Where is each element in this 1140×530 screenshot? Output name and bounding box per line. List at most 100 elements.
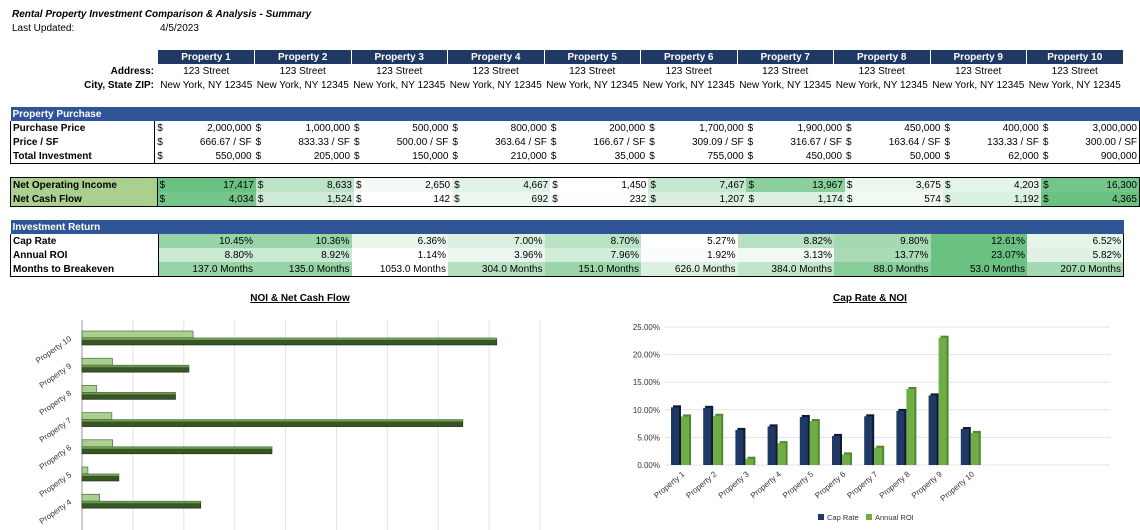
price-sf-value: 500.00 / SF — [396, 136, 449, 148]
purchase-price-value: 400,000 — [1002, 122, 1039, 134]
annual-roi-value: 1.14% — [351, 248, 448, 262]
cap-rate-label: Cap Rate — [10, 234, 159, 248]
annual-roi-value: 3.96% — [448, 248, 545, 262]
cap-rate-value: 5.27% — [641, 234, 738, 248]
roi-bar — [842, 454, 850, 465]
currency-symbol: $ — [255, 192, 270, 207]
category-label: Property 6 — [38, 443, 74, 472]
total-investment-value: 62,000 — [956, 149, 1041, 164]
annual-roi-value: 8.80% — [158, 248, 255, 262]
currency-symbol: $ — [452, 136, 458, 148]
total-investment-value: 450,000 — [759, 149, 845, 164]
property-address: 123 Street — [1051, 65, 1098, 77]
annual-roi-value: 13.77% — [834, 248, 931, 262]
category-label: Property 10 — [939, 469, 977, 503]
noi-bar — [81, 392, 176, 400]
property-address: 123 Street — [955, 65, 1002, 77]
months-breakeven-value: 304.0 Months — [448, 262, 545, 277]
purchase-price-value: 1,700,000 — [699, 122, 744, 134]
legend-swatch-cap-rate — [818, 514, 824, 520]
currency-symbol: $ — [452, 122, 458, 134]
property-city: New York, NY 12345 — [546, 79, 639, 91]
currency-symbol: $ — [747, 122, 754, 134]
ncf-bar — [81, 466, 89, 475]
category-label: Property 3 — [717, 469, 751, 500]
property-address: 123 Street — [858, 65, 905, 77]
total-investment-value: 210,000 — [464, 149, 549, 164]
y-tick-label: 0.00% — [637, 461, 660, 470]
property-name-header: Property 8 — [833, 50, 931, 64]
property-city: New York, NY 12345 — [256, 79, 349, 91]
category-label: Property 9 — [38, 361, 74, 390]
category-label: Property 1 — [652, 469, 686, 500]
cap-rate-value: 8.82% — [737, 234, 834, 248]
cap-rate-bar — [671, 407, 679, 465]
cap-rate-bar — [832, 435, 840, 465]
roi-bar — [938, 337, 947, 465]
price-sf-value: 133.33 / SF — [987, 136, 1039, 148]
net-cash-flow-label: Net Cash Flow — [10, 192, 158, 207]
category-label: Property 2 — [684, 469, 718, 500]
currency-symbol: $ — [157, 192, 172, 207]
cap-rate-bar — [735, 429, 744, 465]
noi-bar-highlight — [82, 474, 119, 476]
net-cash-flow-value: 574 — [858, 192, 943, 207]
cap-rate-value: 7.00% — [448, 234, 545, 248]
purchase-section-header: Property Purchase — [10, 107, 1140, 121]
purchase-price-value: 450,000 — [904, 122, 941, 134]
legend-label-cap-rate: Cap Rate — [827, 513, 859, 522]
purchase-price-value: 2,000,000 — [207, 122, 252, 134]
currency-symbol: $ — [550, 192, 565, 207]
months-breakeven-value: 626.0 Months — [641, 262, 738, 277]
category-label: Property 4 — [749, 469, 783, 500]
currency-symbol: $ — [746, 177, 761, 192]
net-cash-flow-value: 1,192 — [956, 192, 1042, 207]
city-label: City, State ZIP: — [84, 79, 154, 91]
purchase-price-value: 200,000 — [609, 122, 646, 134]
cap-rate-bar — [864, 416, 873, 465]
price-sf-value: 166.67 / SF — [593, 136, 646, 148]
cap-rate-bar — [799, 416, 808, 465]
currency-symbol: $ — [844, 192, 859, 207]
property-city: New York, NY 12345 — [449, 79, 542, 91]
ncf-bar — [81, 385, 97, 393]
currency-symbol: $ — [354, 122, 360, 134]
property-address: 123 Street — [279, 65, 326, 77]
net-cash-flow-value: 232 — [564, 192, 649, 207]
total-investment-value: 755,000 — [660, 149, 746, 164]
annual-roi-value: 8.92% — [255, 248, 352, 262]
property-address: 123 Street — [569, 65, 616, 77]
price-sf-value: 309.09 / SF — [691, 136, 744, 148]
cap-rate-bar — [703, 407, 712, 465]
ncf-bar — [81, 357, 113, 366]
currency-symbol: $ — [452, 192, 466, 207]
last-updated-label: Last Updated: — [12, 23, 75, 34]
purchase-price-label: Purchase Price — [9, 121, 156, 135]
y-tick-label: 25.00% — [633, 323, 660, 332]
currency-symbol: $ — [550, 122, 557, 134]
property-city: New York, NY 12345 — [1028, 79, 1121, 91]
legend-swatch-roi — [866, 514, 872, 520]
currency-symbol: $ — [1042, 136, 1049, 148]
property-city: New York, NY 12345 — [932, 79, 1025, 91]
return-section-header: Investment Return — [10, 220, 1124, 234]
roi-bar — [906, 388, 915, 465]
total-investment-value: 50,000 — [857, 149, 943, 164]
currency-symbol: $ — [745, 149, 760, 164]
currency-symbol: $ — [550, 177, 565, 192]
purchase-price-value: 3,000,000 — [1054, 121, 1140, 135]
noi-bar-highlight — [82, 365, 189, 368]
noi-bar-highlight — [82, 392, 176, 395]
cap-rate-value: 10.36% — [255, 234, 352, 248]
currency-symbol: $ — [942, 149, 957, 164]
total-investment-label: Total Investment — [9, 149, 156, 164]
price-sf-value: 163.64 / SF — [888, 136, 941, 148]
total-investment-value: 205,000 — [267, 149, 353, 164]
currency-symbol: $ — [944, 122, 951, 134]
y-tick-label: 10.00% — [633, 406, 660, 415]
net-cash-flow-value: 1,524 — [269, 192, 354, 207]
currency-symbol: $ — [846, 136, 852, 148]
currency-symbol: $ — [157, 136, 163, 148]
property-name-header: Property 5 — [544, 50, 641, 64]
currency-symbol: $ — [452, 177, 466, 192]
